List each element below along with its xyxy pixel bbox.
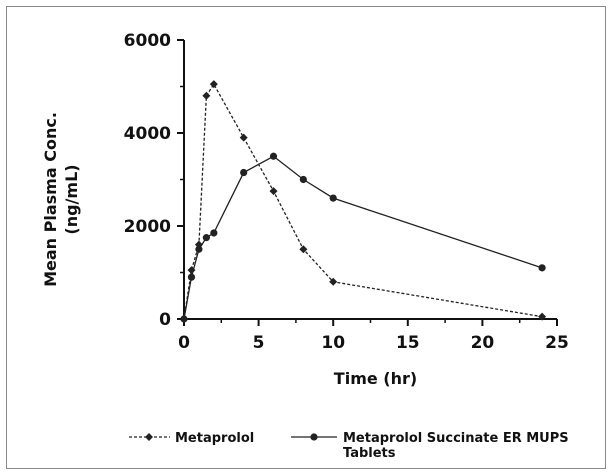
y-tick-label: 0 [159,310,171,330]
x-tick-label: 15 [396,333,420,353]
data-point [538,312,547,321]
legend-marker-circle [310,433,318,441]
data-point [299,175,307,184]
series-mups-tablets [180,152,546,323]
pk-line-chart: 0 2000 4000 6000 0 5 10 15 20 25 Time (hr) Mean … [41,31,569,461]
data-point [187,273,196,281]
x-ticks: 0 5 10 15 20 25 [178,319,569,353]
legend-item-mups-tablets: Metaprolol Succinate ER MUPS Tablets [291,431,569,461]
legend-item-metaprolol: Metaprolol [129,431,254,446]
legend: Metaprolol Metaprolol Succinate ER MUPS T… [129,431,569,461]
data-point [195,245,203,253]
x-tick-label: 10 [321,333,345,353]
legend-marker-diamond [145,433,153,441]
data-point [202,91,211,100]
x-tick-label: 25 [545,333,569,353]
y-axis-label-line1: Mean Plasma Conc. [41,112,60,287]
data-point [299,245,308,254]
series-line [183,155,543,320]
data-point [329,194,337,202]
data-point [269,187,278,196]
y-axis-label: Mean Plasma Conc. (ng/mL) [41,112,81,287]
axes [178,40,557,325]
data-point [202,234,210,242]
data-point [180,315,188,323]
legend-label-metaprolol: Metaprolol [175,431,254,446]
data-point [538,264,546,272]
legend-label-mups-tablets: Metaprolol Succinate ER MUPS Tablets [343,431,569,461]
data-point [210,229,218,237]
data-point [240,168,248,177]
series-layer [180,80,547,323]
y-ticks: 0 2000 4000 6000 [124,31,184,330]
y-tick-label: 6000 [124,31,171,51]
x-tick-label: 0 [178,333,190,353]
y-axis-label-line2: (ng/mL) [62,164,81,234]
series-line [183,82,543,320]
series-metaprolol [180,80,547,323]
x-tick-label: 20 [471,333,495,353]
y-tick-label: 4000 [124,124,171,144]
data-point [269,152,278,160]
chart-frame: 0 2000 4000 6000 0 5 10 15 20 25 Time (hr) Mean … [6,6,606,469]
x-tick-label: 5 [253,333,265,353]
data-point [209,80,218,89]
y-tick-label: 2000 [124,217,171,237]
data-point [239,133,248,142]
data-point [329,277,338,286]
x-axis-label: Time (hr) [334,369,417,388]
